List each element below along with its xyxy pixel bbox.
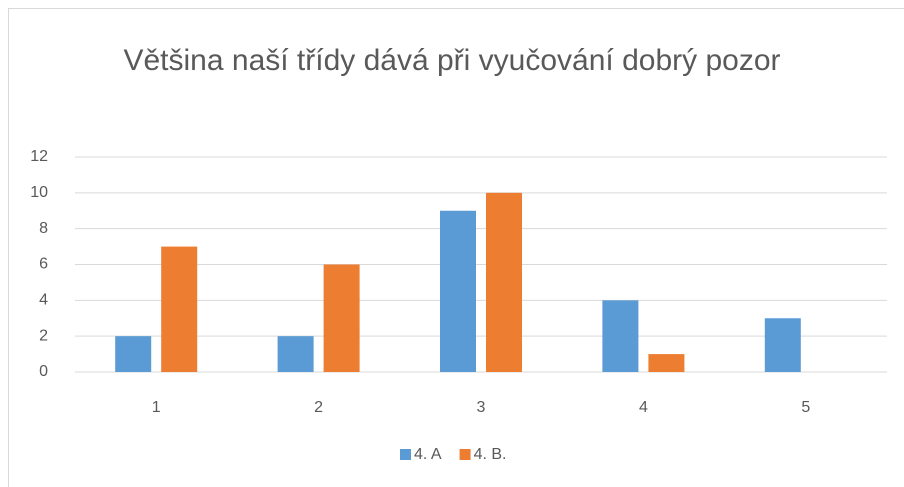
legend-swatch <box>459 449 471 460</box>
x-tick-label: 3 <box>477 399 486 416</box>
y-tick-label: 4 <box>39 292 48 309</box>
bar <box>115 336 152 372</box>
x-tick-label: 5 <box>801 399 810 416</box>
legend-label: 4. A <box>414 446 442 463</box>
y-tick-label: 10 <box>30 184 48 201</box>
bar <box>602 300 639 372</box>
y-tick-label: 6 <box>39 256 48 273</box>
legend-label: 4. B. <box>474 446 507 463</box>
y-tick-label: 0 <box>39 363 48 380</box>
legend-swatch <box>400 449 411 460</box>
chart-border <box>8 8 904 487</box>
bar <box>764 318 801 372</box>
y-tick-label: 12 <box>30 148 48 165</box>
x-tick-label: 2 <box>314 399 323 416</box>
bar <box>323 264 360 372</box>
bar <box>161 246 198 372</box>
bar <box>277 336 314 372</box>
bar <box>440 210 476 372</box>
bar <box>648 354 685 372</box>
y-tick-label: 2 <box>39 327 48 344</box>
x-tick-label: 1 <box>152 399 161 416</box>
chart-title: Většina naší třídy dává při vyučování do… <box>123 44 781 77</box>
x-tick-label: 4 <box>639 399 648 416</box>
bar <box>486 192 522 372</box>
y-tick-label: 8 <box>39 220 48 237</box>
